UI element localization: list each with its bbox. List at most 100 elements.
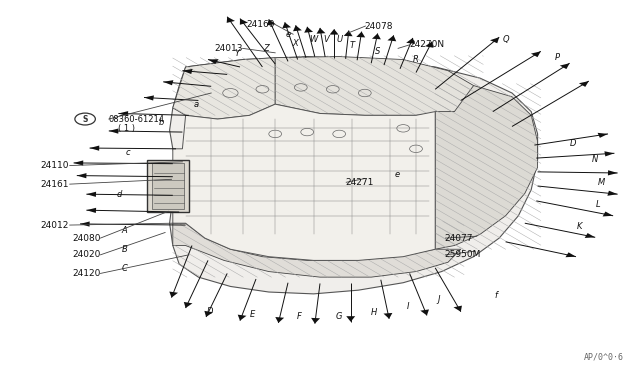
Text: X: X bbox=[293, 39, 298, 48]
Text: e: e bbox=[285, 30, 291, 39]
Text: L: L bbox=[596, 200, 601, 209]
Polygon shape bbox=[317, 28, 325, 34]
Text: 24020: 24020 bbox=[73, 250, 101, 259]
Text: I: I bbox=[406, 302, 409, 311]
Polygon shape bbox=[425, 42, 433, 48]
Polygon shape bbox=[182, 69, 193, 74]
Polygon shape bbox=[490, 37, 499, 43]
Text: 08360-61214: 08360-61214 bbox=[109, 115, 165, 124]
Text: 24012: 24012 bbox=[41, 221, 69, 230]
Polygon shape bbox=[170, 292, 178, 298]
Polygon shape bbox=[603, 212, 613, 217]
Text: 24013: 24013 bbox=[214, 44, 243, 53]
Text: d: d bbox=[116, 190, 122, 199]
Polygon shape bbox=[80, 221, 90, 227]
Text: AP/0^0·6: AP/0^0·6 bbox=[584, 353, 624, 362]
Text: Z: Z bbox=[263, 44, 268, 53]
Polygon shape bbox=[560, 63, 570, 69]
FancyBboxPatch shape bbox=[152, 163, 184, 209]
Text: f: f bbox=[495, 291, 497, 300]
Polygon shape bbox=[585, 233, 595, 238]
Text: 24271: 24271 bbox=[346, 178, 374, 187]
Polygon shape bbox=[275, 317, 284, 323]
Polygon shape bbox=[531, 51, 541, 57]
Text: e: e bbox=[394, 170, 399, 179]
Text: 25950M: 25950M bbox=[445, 250, 481, 259]
Text: D: D bbox=[207, 307, 213, 316]
Polygon shape bbox=[267, 19, 276, 25]
Polygon shape bbox=[208, 59, 219, 64]
Polygon shape bbox=[204, 311, 213, 317]
Polygon shape bbox=[383, 313, 392, 319]
Text: S: S bbox=[375, 47, 380, 56]
Text: 24080: 24080 bbox=[72, 234, 101, 243]
Text: K: K bbox=[577, 222, 582, 231]
Polygon shape bbox=[598, 133, 608, 138]
Polygon shape bbox=[109, 128, 118, 134]
Text: N: N bbox=[592, 155, 598, 164]
Polygon shape bbox=[608, 170, 618, 176]
Text: T: T bbox=[350, 41, 355, 50]
Polygon shape bbox=[579, 81, 589, 87]
Polygon shape bbox=[227, 17, 235, 23]
Polygon shape bbox=[406, 38, 415, 44]
Text: V: V bbox=[324, 35, 329, 44]
Polygon shape bbox=[86, 208, 96, 213]
Text: M: M bbox=[598, 178, 605, 187]
Text: 24160: 24160 bbox=[246, 20, 275, 29]
Polygon shape bbox=[282, 22, 291, 28]
Polygon shape bbox=[118, 111, 128, 116]
Text: b: b bbox=[159, 118, 164, 127]
Text: H: H bbox=[371, 308, 378, 317]
Text: G: G bbox=[336, 312, 342, 321]
Polygon shape bbox=[173, 223, 461, 277]
Text: ( 1 ): ( 1 ) bbox=[118, 124, 136, 133]
Text: 24078: 24078 bbox=[365, 22, 394, 31]
Polygon shape bbox=[144, 95, 154, 100]
Polygon shape bbox=[184, 302, 193, 308]
Text: E: E bbox=[250, 310, 255, 319]
Text: J: J bbox=[437, 295, 440, 304]
Polygon shape bbox=[74, 160, 83, 166]
Polygon shape bbox=[237, 315, 246, 321]
Polygon shape bbox=[420, 310, 429, 315]
Polygon shape bbox=[604, 151, 614, 157]
Polygon shape bbox=[346, 316, 355, 322]
Text: S: S bbox=[83, 115, 88, 124]
Text: 24120: 24120 bbox=[73, 269, 101, 278]
Text: 24161: 24161 bbox=[40, 180, 69, 189]
Polygon shape bbox=[311, 318, 320, 324]
Polygon shape bbox=[304, 27, 313, 33]
Polygon shape bbox=[170, 57, 538, 294]
Text: B: B bbox=[122, 245, 127, 254]
Polygon shape bbox=[86, 192, 96, 197]
Polygon shape bbox=[566, 252, 576, 257]
Polygon shape bbox=[454, 306, 462, 312]
Text: R: R bbox=[413, 55, 419, 64]
Polygon shape bbox=[356, 32, 365, 38]
Polygon shape bbox=[435, 86, 538, 249]
Text: 24077: 24077 bbox=[445, 234, 474, 243]
Text: C: C bbox=[121, 264, 127, 273]
Text: 24270N: 24270N bbox=[410, 40, 445, 49]
Text: D: D bbox=[570, 139, 576, 148]
Polygon shape bbox=[330, 29, 339, 35]
Text: A: A bbox=[122, 226, 127, 235]
Text: Q: Q bbox=[502, 35, 509, 44]
Text: 24110: 24110 bbox=[40, 161, 69, 170]
Polygon shape bbox=[240, 19, 248, 25]
Polygon shape bbox=[163, 80, 173, 85]
Text: a: a bbox=[193, 100, 198, 109]
Polygon shape bbox=[275, 57, 480, 115]
Polygon shape bbox=[77, 173, 86, 178]
Text: U: U bbox=[336, 35, 342, 44]
Text: P: P bbox=[554, 53, 559, 62]
Polygon shape bbox=[90, 145, 99, 151]
Polygon shape bbox=[372, 33, 381, 39]
Polygon shape bbox=[344, 31, 353, 36]
Polygon shape bbox=[607, 191, 618, 196]
Polygon shape bbox=[387, 35, 396, 41]
Text: W: W bbox=[310, 35, 317, 44]
Text: F: F bbox=[297, 312, 302, 321]
Text: c: c bbox=[125, 148, 131, 157]
